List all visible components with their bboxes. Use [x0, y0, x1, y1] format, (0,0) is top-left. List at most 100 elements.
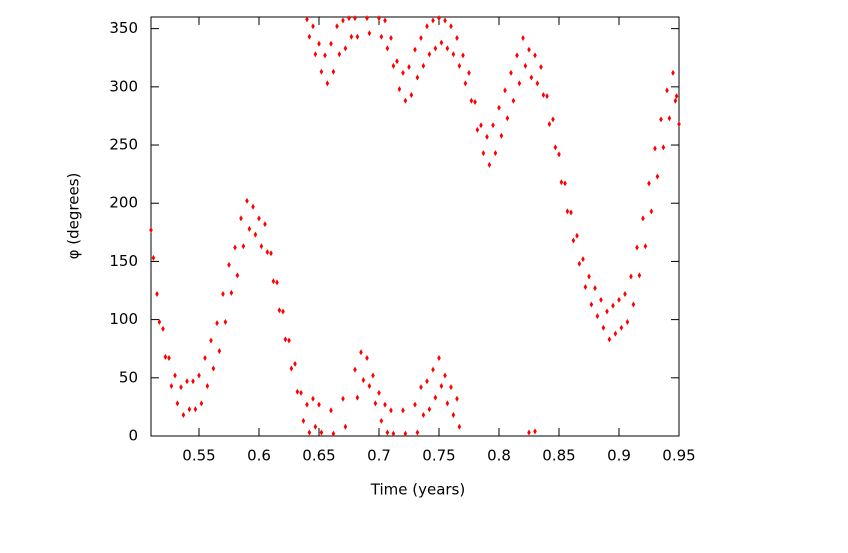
point — [331, 430, 336, 437]
point — [317, 401, 321, 408]
point — [421, 62, 426, 69]
point — [605, 308, 609, 315]
point — [515, 52, 519, 59]
point — [593, 285, 597, 292]
y-tick-label: 0 — [128, 427, 138, 445]
x-tick-label: 0.65 — [302, 447, 335, 465]
point — [539, 64, 543, 71]
point — [347, 15, 351, 22]
point — [643, 243, 648, 250]
point — [455, 395, 459, 402]
point — [329, 407, 333, 414]
point — [187, 406, 192, 413]
point — [193, 406, 198, 413]
point — [557, 151, 561, 158]
point — [569, 209, 573, 216]
point — [431, 366, 435, 373]
point — [517, 80, 522, 87]
point — [439, 382, 444, 389]
point — [437, 15, 441, 22]
point — [455, 34, 459, 41]
point — [377, 15, 381, 22]
point — [401, 407, 405, 414]
point — [425, 378, 429, 385]
point — [385, 45, 390, 52]
point — [577, 260, 582, 267]
point — [355, 394, 360, 401]
y-tick-label: 250 — [109, 136, 138, 154]
point — [677, 121, 681, 128]
point — [509, 69, 513, 76]
x-tick-label: 0.95 — [662, 447, 695, 465]
point — [391, 430, 396, 437]
point — [313, 51, 318, 58]
point — [415, 74, 420, 81]
point — [275, 279, 279, 286]
point — [251, 203, 255, 210]
point — [563, 180, 567, 187]
point — [383, 17, 387, 24]
point — [427, 51, 432, 58]
point — [521, 34, 525, 41]
point — [433, 394, 438, 401]
point — [491, 122, 495, 129]
point — [587, 273, 591, 280]
point — [367, 382, 372, 389]
point — [413, 401, 417, 408]
point — [419, 34, 423, 41]
point — [529, 74, 534, 81]
x-tick-label: 0.8 — [487, 447, 511, 465]
point — [149, 226, 153, 233]
point — [497, 104, 501, 111]
point — [257, 215, 261, 222]
point — [365, 355, 369, 362]
point — [463, 80, 468, 87]
point — [431, 17, 435, 24]
point — [335, 23, 339, 30]
point — [673, 97, 678, 104]
point — [629, 273, 633, 280]
point — [553, 144, 558, 151]
point — [283, 336, 288, 343]
point — [469, 97, 474, 104]
point — [203, 355, 207, 362]
point — [635, 244, 639, 251]
point — [395, 58, 399, 65]
point — [271, 278, 276, 285]
point — [205, 382, 210, 389]
point — [359, 349, 363, 356]
point — [209, 337, 213, 344]
point — [625, 318, 630, 325]
point — [661, 144, 666, 151]
point — [457, 423, 462, 430]
x-tick-label: 0.75 — [422, 447, 455, 465]
y-tick-label: 200 — [109, 194, 138, 212]
point — [179, 384, 183, 391]
point — [547, 121, 552, 128]
point — [533, 52, 537, 59]
point — [191, 378, 195, 385]
point — [527, 429, 531, 436]
point — [317, 40, 321, 47]
point — [379, 33, 384, 40]
point — [407, 64, 411, 71]
point — [665, 87, 669, 94]
point — [289, 365, 294, 372]
point — [265, 249, 270, 256]
point — [485, 133, 489, 140]
point — [253, 231, 258, 238]
point — [409, 91, 414, 98]
point — [227, 261, 231, 268]
x-tick-label: 0.9 — [607, 447, 631, 465]
point — [389, 407, 393, 414]
point — [583, 284, 588, 291]
point — [211, 365, 216, 372]
point — [343, 45, 348, 52]
point — [613, 330, 618, 337]
point — [353, 15, 357, 22]
point — [595, 313, 600, 320]
point — [451, 412, 456, 419]
point — [445, 400, 450, 407]
point — [361, 377, 366, 384]
point — [277, 307, 282, 314]
